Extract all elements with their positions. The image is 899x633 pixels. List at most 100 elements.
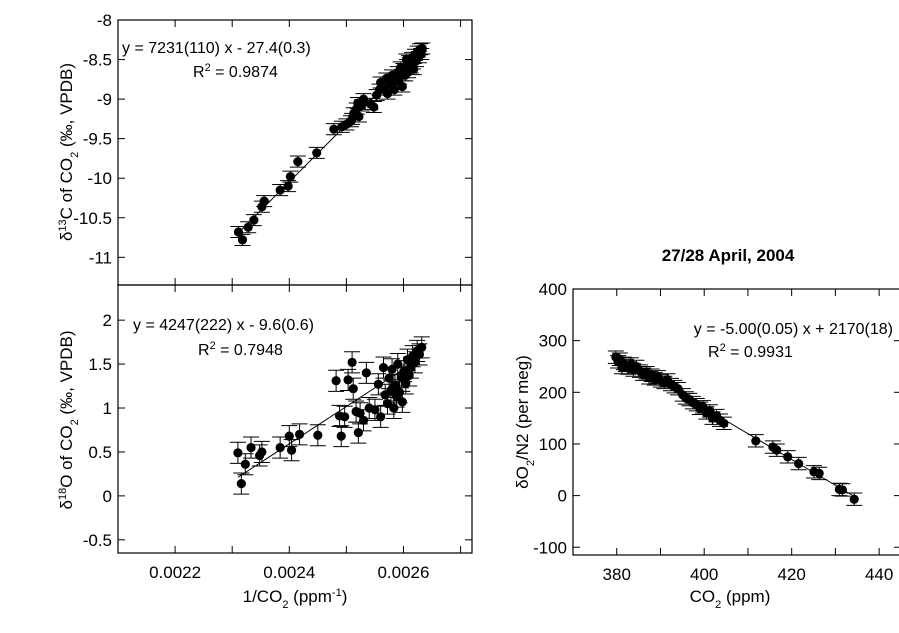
- y-ticks-d18o: -0.5 0 0.5 1 1.5 2: [83, 311, 472, 550]
- data-point: [365, 100, 382, 114]
- plot-frame-o2n2: [572, 288, 899, 556]
- marker: [347, 357, 357, 367]
- data-point: [282, 170, 299, 183]
- x-tick-label: 0.0026: [377, 563, 429, 582]
- x-tick-label: 440: [865, 565, 893, 584]
- data-point: [325, 123, 342, 136]
- marker: [382, 88, 393, 99]
- data-point: [779, 450, 796, 464]
- data-point: [715, 416, 732, 430]
- data-point: [379, 87, 396, 100]
- panel-o2n2: 27/28 April, 2004 -100 0 100 200 300 400 380 4…: [513, 246, 899, 611]
- data-point: [414, 42, 431, 55]
- data-point: [309, 424, 326, 447]
- data-points-o2n2: [607, 350, 863, 506]
- marker: [353, 428, 363, 438]
- data-point: [336, 405, 353, 428]
- data-point: [768, 443, 785, 457]
- y-tick-label: 0.5: [88, 443, 112, 462]
- y-axis-label-o2n2: δO2/N2 (per meg): [513, 355, 537, 489]
- data-point: [272, 184, 289, 197]
- data-point: [811, 466, 828, 481]
- marker: [370, 405, 380, 415]
- data-point: [308, 146, 325, 159]
- data-point: [229, 441, 246, 464]
- data-point: [413, 336, 430, 359]
- x-tick-label: 420: [777, 565, 805, 584]
- marker: [313, 430, 323, 440]
- y-tick-label: 100: [539, 435, 567, 454]
- y-tick-label: 1.5: [88, 355, 112, 374]
- marker: [275, 185, 285, 195]
- marker: [404, 370, 414, 381]
- marker: [284, 431, 294, 441]
- data-points-d18o: [229, 336, 430, 495]
- y-tick-label: -9: [97, 90, 112, 109]
- y-tick-label: 300: [539, 332, 567, 351]
- marker: [343, 375, 353, 385]
- r2-d13c: R2 = 0.9874: [193, 62, 278, 81]
- marker: [397, 397, 407, 407]
- data-point: [834, 483, 851, 497]
- x-tick-label: 400: [690, 565, 718, 584]
- marker: [389, 403, 399, 413]
- marker: [358, 415, 369, 425]
- marker: [401, 54, 411, 65]
- data-point: [846, 492, 863, 506]
- data-point: [394, 390, 411, 413]
- chart-title-o2n2: 27/28 April, 2004: [662, 246, 795, 265]
- equation-d18o: y = 4247(222) x - 9.6(0.6): [133, 317, 314, 334]
- marker: [243, 222, 253, 232]
- data-point: [328, 369, 345, 392]
- x-ticks-d18o: 0.0022 0.0024 0.0026: [117, 285, 462, 582]
- equation-d13c: y = 7231(110) x - 27.4(0.3): [122, 40, 311, 57]
- marker: [751, 436, 761, 446]
- y-tick-label: -11: [89, 248, 112, 267]
- y-ticks-d13c: -11 -10.5 -10 -9.5 -9 -8.5 -8: [73, 11, 472, 267]
- marker: [794, 458, 804, 469]
- marker: [410, 357, 420, 367]
- y-tick-label: 400: [539, 280, 567, 299]
- marker: [257, 447, 267, 457]
- x-tick-label: 0.0022: [149, 563, 201, 582]
- y-tick-label: -9.5: [83, 130, 112, 149]
- panel-d18o: -0.5 0 0.5 1 1.5 2 0.0022 0.0024 0.0026 y = 424…: [57, 284, 473, 611]
- panel-d13c: -11 -10.5 -10 -9.5 -9 -8.5 -8 y = 7231(110) x …: [57, 11, 473, 286]
- marker: [294, 429, 305, 439]
- data-point: [345, 377, 362, 400]
- marker: [397, 81, 407, 92]
- marker: [340, 412, 350, 422]
- data-point: [283, 439, 300, 462]
- data-point: [333, 425, 350, 448]
- marker: [329, 124, 339, 134]
- data-point: [394, 80, 411, 93]
- plot-frame-d18o: [117, 284, 473, 554]
- marker: [233, 227, 244, 237]
- marker: [312, 148, 322, 158]
- y-tick-label: 2: [103, 311, 112, 330]
- y-tick-label: -8: [97, 11, 112, 30]
- x-ticks-o2n2: 380 400 420 440: [572, 289, 893, 584]
- equation-o2n2: y = -5.00(0.05) x + 2170(18): [694, 321, 893, 338]
- data-point: [355, 93, 372, 106]
- r2-d18o: R2 = 0.7948: [198, 340, 283, 359]
- x-ticks-d13c: [117, 20, 462, 285]
- marker: [285, 172, 296, 182]
- marker: [331, 376, 341, 386]
- marker: [355, 408, 365, 418]
- marker: [361, 368, 371, 378]
- marker: [354, 111, 364, 122]
- marker: [783, 452, 793, 462]
- x-axis-label-o2n2: CO2 (ppm): [690, 587, 771, 611]
- marker: [719, 418, 729, 428]
- data-point: [256, 195, 273, 208]
- y-tick-label: 0: [103, 487, 112, 506]
- y-axis-label-d18o: δ18O of CO2 (‰, VPDB): [57, 331, 81, 510]
- marker: [772, 445, 782, 455]
- x-axis-label-d18o: 1/CO2 (ppm-1): [243, 587, 348, 611]
- marker: [336, 431, 346, 441]
- data-point: [233, 472, 250, 495]
- y-ticks-o2n2: -100 0 100 200 300 400: [533, 280, 899, 557]
- data-point: [398, 53, 415, 66]
